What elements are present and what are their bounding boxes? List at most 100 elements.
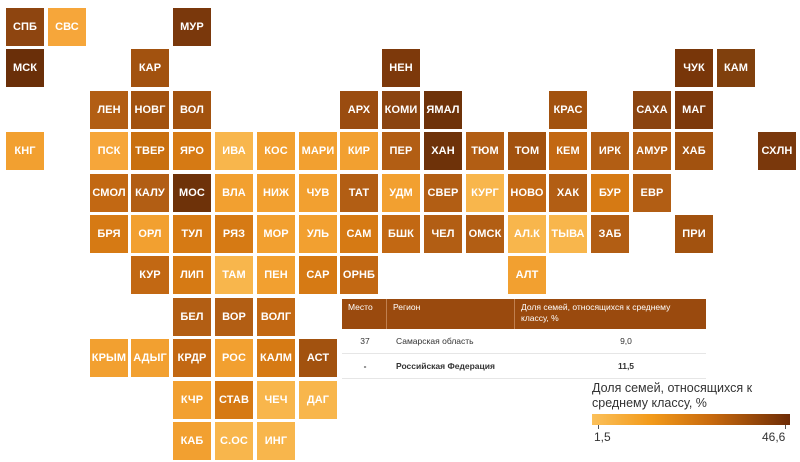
region-tile[interactable]: МАГ <box>675 91 713 129</box>
region-tile[interactable]: ДАГ <box>299 381 337 419</box>
region-tile[interactable]: ХАБ <box>675 132 713 170</box>
region-tile[interactable]: ХАК <box>549 174 587 212</box>
region-tile[interactable]: БРЯ <box>90 215 128 253</box>
region-tile[interactable]: АМУР <box>633 132 671 170</box>
region-tile[interactable]: КРЫМ <box>90 339 128 377</box>
legend-color-bar <box>592 414 790 425</box>
region-tile[interactable]: ТУЛ <box>173 215 211 253</box>
region-tile[interactable]: КЧР <box>173 381 211 419</box>
region-tile[interactable]: ЯРО <box>173 132 211 170</box>
region-tile[interactable]: ОРЛ <box>131 215 169 253</box>
region-tile[interactable]: ЛИП <box>173 256 211 294</box>
region-tile[interactable]: КУРГ <box>466 174 504 212</box>
region-tile[interactable]: ТЮМ <box>466 132 504 170</box>
legend-tick-min <box>598 425 599 429</box>
region-tile[interactable]: ИВА <box>215 132 253 170</box>
region-tile[interactable]: МАРИ <box>299 132 337 170</box>
region-tile[interactable]: ВОР <box>215 298 253 336</box>
table-header: Место Регион Доля семей, относящихся к с… <box>342 299 706 329</box>
region-tile[interactable]: САР <box>299 256 337 294</box>
region-tile[interactable]: ИНГ <box>257 422 295 460</box>
region-tile[interactable]: САХА <box>633 91 671 129</box>
row-value: 11,5 <box>617 361 635 371</box>
region-tile[interactable]: ЧЕЛ <box>424 215 462 253</box>
region-tile[interactable]: БШК <box>382 215 420 253</box>
region-tile[interactable]: КУР <box>131 256 169 294</box>
header-place: Место <box>348 302 373 312</box>
region-tile[interactable]: КНГ <box>6 132 44 170</box>
region-tile[interactable]: ПСК <box>90 132 128 170</box>
region-tile[interactable]: КАБ <box>173 422 211 460</box>
row-place: - <box>363 361 367 371</box>
region-tile[interactable]: СМОЛ <box>90 174 128 212</box>
region-tile[interactable]: КРДР <box>173 339 211 377</box>
region-tile[interactable]: ПРИ <box>675 215 713 253</box>
region-tile[interactable]: МСК <box>6 49 44 87</box>
region-tile[interactable]: С.ОС <box>215 422 253 460</box>
region-tile[interactable]: КИР <box>340 132 378 170</box>
region-tile[interactable]: ПЕР <box>382 132 420 170</box>
region-tile[interactable]: АСТ <box>299 339 337 377</box>
region-tile[interactable]: НЕН <box>382 49 420 87</box>
region-tile[interactable]: НОВО <box>508 174 546 212</box>
region-tile[interactable]: ЧУВ <box>299 174 337 212</box>
region-tile[interactable]: МОС <box>173 174 211 212</box>
region-tile[interactable]: СВЕР <box>424 174 462 212</box>
region-tile[interactable]: СПБ <box>6 8 44 46</box>
row-region: Российская Федерация <box>396 361 495 371</box>
table-row: 37 Самарская область 9,0 <box>342 329 706 354</box>
region-tile[interactable]: ИРК <box>591 132 629 170</box>
region-tile[interactable]: СВС <box>48 8 86 46</box>
region-tile[interactable]: МУР <box>173 8 211 46</box>
region-tile[interactable]: РОС <box>215 339 253 377</box>
region-tile[interactable]: ЕВР <box>633 174 671 212</box>
region-tile[interactable]: СХЛН <box>758 132 796 170</box>
region-tile[interactable]: ЧЕЧ <box>257 381 295 419</box>
region-tile[interactable]: ТОМ <box>508 132 546 170</box>
region-tile[interactable]: УДМ <box>382 174 420 212</box>
region-tile[interactable]: ОРНБ <box>340 256 378 294</box>
region-tile[interactable]: КЕМ <box>549 132 587 170</box>
region-tile[interactable]: ТАТ <box>340 174 378 212</box>
region-tile[interactable]: СТАВ <box>215 381 253 419</box>
region-tile[interactable]: КОС <box>257 132 295 170</box>
region-tile[interactable]: ЯМАЛ <box>424 91 462 129</box>
row-value: 9,0 <box>620 336 632 346</box>
region-tile[interactable]: ВОЛ <box>173 91 211 129</box>
region-tile[interactable]: ОМСК <box>466 215 504 253</box>
region-tile[interactable]: КРАС <box>549 91 587 129</box>
region-tile[interactable]: САМ <box>340 215 378 253</box>
legend-min-label: 1,5 <box>594 430 611 444</box>
region-tile[interactable]: ЗАБ <box>591 215 629 253</box>
region-tile[interactable]: ВЛА <box>215 174 253 212</box>
region-tile[interactable]: НОВГ <box>131 91 169 129</box>
header-share: Доля семей, относящихся к среднему класс… <box>514 299 706 329</box>
region-tile[interactable]: НИЖ <box>257 174 295 212</box>
region-tile[interactable]: ХАН <box>424 132 462 170</box>
region-tile[interactable]: ТАМ <box>215 256 253 294</box>
region-tile[interactable]: КОМИ <box>382 91 420 129</box>
region-tile[interactable]: УЛЬ <box>299 215 337 253</box>
region-tile[interactable]: КАР <box>131 49 169 87</box>
region-tile[interactable]: ТЫВА <box>549 215 587 253</box>
region-tile[interactable]: ЧУК <box>675 49 713 87</box>
region-tile[interactable]: АРХ <box>340 91 378 129</box>
region-tile[interactable]: МОР <box>257 215 295 253</box>
row-region: Самарская область <box>396 336 474 346</box>
region-tile[interactable]: БЕЛ <box>173 298 211 336</box>
region-tile[interactable]: ПЕН <box>257 256 295 294</box>
region-tile[interactable]: АДЫГ <box>131 339 169 377</box>
region-tile[interactable]: ЛЕН <box>90 91 128 129</box>
region-tile[interactable]: БУР <box>591 174 629 212</box>
region-tile[interactable]: КАМ <box>717 49 755 87</box>
region-tile[interactable]: КАЛУ <box>131 174 169 212</box>
header-region: Регион <box>386 299 514 329</box>
data-table: Место Регион Доля семей, относящихся к с… <box>342 299 706 379</box>
region-tile[interactable]: АЛ.К <box>508 215 546 253</box>
region-tile[interactable]: КАЛМ <box>257 339 295 377</box>
region-tile[interactable]: РЯЗ <box>215 215 253 253</box>
region-tile[interactable]: АЛТ <box>508 256 546 294</box>
region-tile[interactable]: ТВЕР <box>131 132 169 170</box>
region-tile[interactable]: ВОЛГ <box>257 298 295 336</box>
